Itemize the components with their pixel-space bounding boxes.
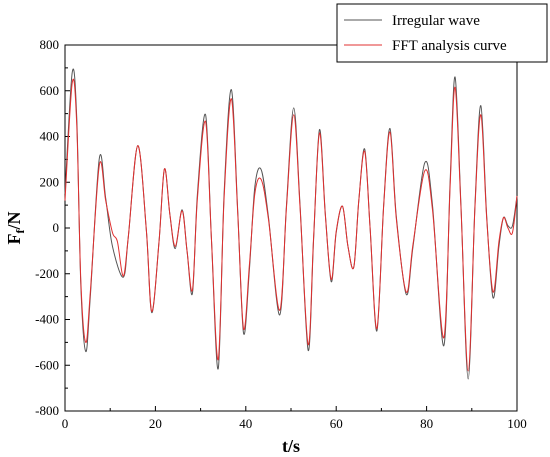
y-tick-label-7: 600	[40, 83, 60, 98]
x-axis: 0 20 40 60 80 100	[62, 406, 527, 431]
y-tick-label-3: -200	[35, 266, 59, 281]
y-axis-title-main: F	[4, 234, 24, 245]
y-axis-title-sub: f	[13, 229, 27, 234]
series-layer	[64, 68, 518, 380]
y-tick-label-4: 0	[53, 220, 60, 235]
y-tick-label-0: -800	[35, 403, 59, 418]
x-tick-label-2: 40	[239, 416, 252, 431]
y-axis-title: Ff/N	[4, 211, 27, 244]
legend: Irregular wave FFT analysis curve	[336, 3, 548, 63]
y-tick-label-1: -600	[35, 357, 59, 372]
x-tick-label-0: 0	[62, 416, 69, 431]
series-line-fft-analysis-curve	[64, 78, 518, 372]
legend-box	[336, 3, 548, 63]
x-axis-title: t/s	[282, 436, 300, 456]
y-axis: -800 -600 -400 -200 0 200 400 600 800	[35, 37, 70, 418]
y-tick-label-2: -400	[35, 312, 59, 327]
x-tick-label-3: 60	[330, 416, 343, 431]
y-tick-label-6: 400	[40, 129, 60, 144]
x-tick-label-4: 80	[420, 416, 433, 431]
y-axis-title-tail: /N	[4, 211, 24, 230]
x-tick-label-5: 100	[507, 416, 527, 431]
legend-label-irregular-wave: Irregular wave	[392, 13, 480, 29]
x-tick-label-1: 20	[149, 416, 162, 431]
legend-label-fft-analysis-curve: FFT analysis curve	[392, 38, 507, 54]
y-tick-label-8: 800	[40, 37, 60, 52]
y-tick-label-5: 200	[40, 174, 60, 189]
